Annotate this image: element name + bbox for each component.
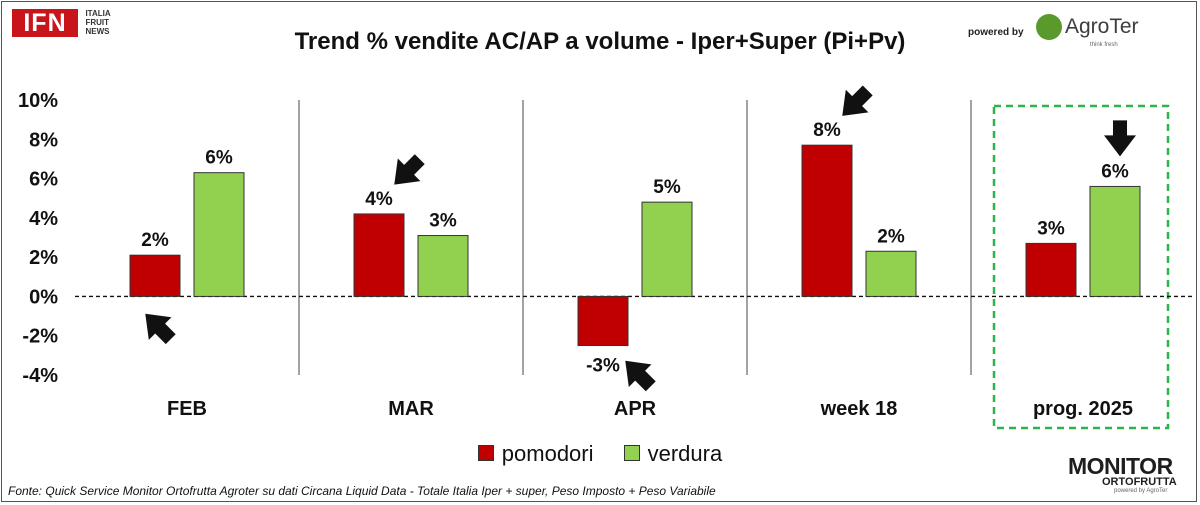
ifn-sub-line: NEWS <box>85 27 110 36</box>
bar-verdura <box>865 250 917 297</box>
data-label: -3% <box>586 356 620 377</box>
monitor-logo-subtitle: ORTOFRUTTA <box>1102 476 1177 488</box>
chart-marks: 2% 4% -3% 8% 3% 6% 3% 5% 2% 6% FEB MAR APR week 18 pro… <box>129 85 1141 420</box>
monitor-logo-title: MONITOR <box>1068 453 1173 479</box>
y-tick-label: 0% <box>29 286 58 308</box>
arrow-icon <box>842 85 873 116</box>
y-tick-label: 2% <box>29 247 58 269</box>
data-label: 5% <box>653 177 681 198</box>
x-tick-label: week 18 <box>820 398 898 420</box>
ifn-sub-line: ITALIA <box>85 9 111 18</box>
bar-pomodori <box>1025 242 1077 297</box>
y-tick-label: 8% <box>29 129 58 151</box>
ifn-logo-sub: ITALIA FRUIT NEWS <box>85 9 110 36</box>
plot-area: 10% 8% 6% 4% 2% 0% -2% -4% <box>18 90 1195 430</box>
bar-pomodori <box>577 295 629 347</box>
arrow-icon <box>145 313 176 345</box>
bar-verdura <box>641 201 693 297</box>
x-tick-label: prog. 2025 <box>1033 398 1133 420</box>
powered-by-label: powered by <box>968 27 1024 38</box>
legend-label: pomodori <box>501 441 594 466</box>
bar-pomodori <box>353 213 405 297</box>
data-label: 4% <box>365 189 393 210</box>
x-tick-label: FEB <box>167 398 207 420</box>
bar-verdura <box>417 235 469 297</box>
chart-title: Trend % vendite AC/AP a volume - Iper+Su… <box>294 28 906 55</box>
bar-verdura <box>1089 185 1141 297</box>
ifn-logo-mark: IFN <box>12 9 78 37</box>
legend-swatch <box>623 445 640 462</box>
agroter-name: AgroTer <box>1065 15 1139 38</box>
y-tick-label: 10% <box>18 90 58 112</box>
y-tick-label: 6% <box>29 169 58 191</box>
monitor-logo-powered: powered by AgroTer <box>1114 488 1168 494</box>
arrow-icon <box>1104 120 1136 157</box>
data-label: 2% <box>877 226 905 247</box>
leaf-icon <box>1036 14 1062 40</box>
data-label: 6% <box>205 148 233 169</box>
bar-pomodori <box>129 254 181 297</box>
bar-verdura <box>193 172 245 297</box>
legend-label: verdura <box>647 441 723 466</box>
ifn-sub-line: FRUIT <box>85 18 110 27</box>
legend-item-pomodori: pomodori <box>477 441 594 467</box>
agroter-tagline: think fresh <box>1090 42 1118 48</box>
monitor-ortofrutta-logo: MONITOR ORTOFRUTTA powered by AgroTer <box>1068 453 1177 495</box>
x-tick-label: MAR <box>388 398 434 420</box>
highlight-box <box>992 104 1170 430</box>
data-label: 6% <box>1101 161 1129 182</box>
bar-pomodori <box>801 144 853 297</box>
data-label: 3% <box>429 211 457 232</box>
arrow-icon <box>394 154 425 185</box>
y-tick-label: -4% <box>22 365 58 387</box>
source-footnote: Fonte: Quick Service Monitor Ortofrutta … <box>8 484 716 498</box>
chart-legend: pomodori verdura <box>0 441 1200 467</box>
data-label: 3% <box>1037 218 1065 239</box>
y-tick-label: -2% <box>22 326 58 348</box>
ifn-logo: IFN ITALIA FRUIT NEWS <box>12 9 111 37</box>
arrow-icon <box>625 360 656 392</box>
data-label: 2% <box>141 230 169 251</box>
y-tick-label: 4% <box>29 208 58 230</box>
legend-item-verdura: verdura <box>623 441 723 467</box>
legend-swatch <box>477 445 494 462</box>
agroter-logo: AgroTer think fresh <box>1036 14 1139 48</box>
x-tick-label: APR <box>614 398 657 420</box>
data-label: 8% <box>813 120 841 141</box>
